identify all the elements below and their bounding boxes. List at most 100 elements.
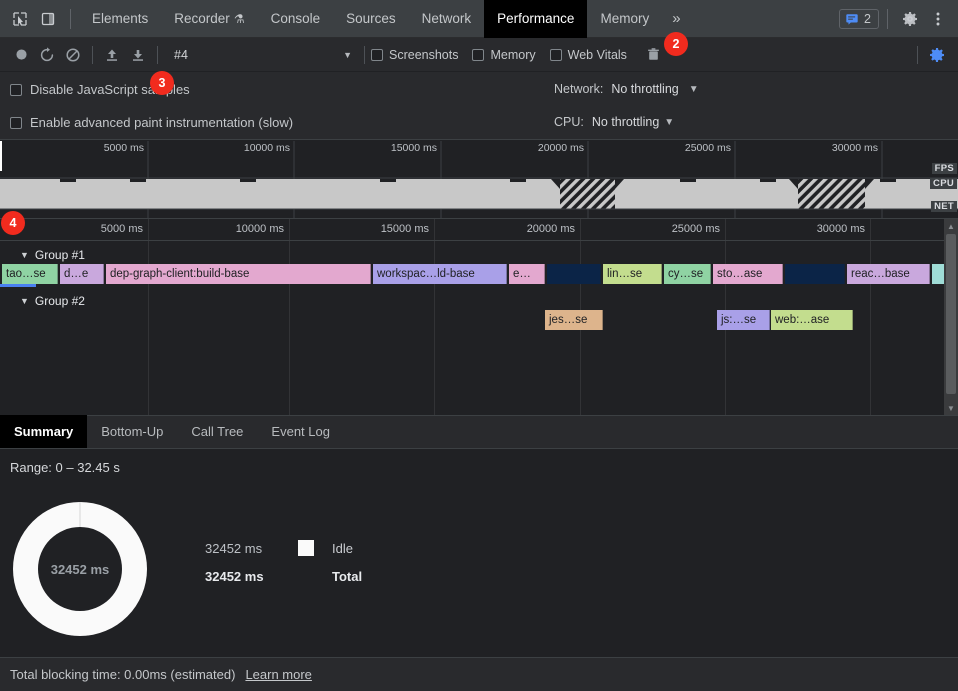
cpu-throttling-row[interactable]: CPU: No throttling ▼ [554,115,674,129]
overview-selection-handle[interactable] [0,141,2,171]
disable-js-samples-row[interactable]: Disable JavaScript samples [10,82,190,97]
tab-call-tree[interactable]: Call Tree [177,415,257,448]
issues-counter[interactable]: 2 [839,8,879,29]
flame-block[interactable]: cy…se [664,264,711,284]
tab-performance[interactable]: Performance [484,0,588,38]
network-throttling-label: Network: [554,82,604,96]
device-toolbar-icon[interactable] [34,5,62,33]
legend-total-value: 32452 ms [205,568,264,584]
flame-block[interactable]: js:…se [717,310,770,330]
flame-group-header[interactable]: ▼ Group #1 [0,245,85,264]
flame-block[interactable] [785,264,845,284]
capture-settings-panel: Disable JavaScript samples Enable advanc… [0,72,958,140]
flame-block[interactable]: dep-graph-client:build-base [106,264,371,284]
network-chevron-down-icon[interactable]: ▼ [688,83,699,95]
checkbox-screenshots[interactable]: Screenshots [371,48,458,62]
legend-row-idle: 32452 ms Idle [205,534,362,562]
web-vitals-checkbox[interactable] [549,48,562,61]
network-throttling-row[interactable]: Network: No throttling ▼ [554,82,699,96]
advanced-paint-checkbox[interactable] [10,116,22,129]
profile-selector[interactable]: #4 ▼ [168,44,358,66]
flame-block[interactable]: web:…ase [771,310,853,330]
tab-console-label: Console [270,11,321,26]
learn-more-link[interactable]: Learn more [245,667,312,682]
checkbox-screenshots-label: Screenshots [389,47,459,62]
flame-chart-scrollbar[interactable]: ▲ ▼ [944,219,958,415]
total-blocking-time-label: Total blocking time: 0.00ms (estimated) [10,667,236,682]
record-button[interactable] [8,42,34,68]
timeline-overview[interactable]: 5000 ms 10000 ms 15000 ms 20000 ms 25000 ms 3… [0,141,958,219]
flame-selection-marker [0,284,36,287]
more-options-icon[interactable] [924,5,952,33]
network-throttling-value[interactable]: No throttling [611,82,679,96]
flame-block[interactable] [547,264,601,284]
flame-block[interactable]: jes…se [545,310,603,330]
cpu-chevron-down-icon[interactable]: ▼ [664,116,675,128]
tab-event-log-label: Event Log [271,424,330,439]
tab-bottom-up[interactable]: Bottom-Up [87,415,177,448]
save-profile-icon[interactable] [125,42,151,68]
flame-chart-ruler: 5000 ms 10000 ms 15000 ms 20000 ms 25000 ms 3… [0,219,944,241]
checkbox-web-vitals[interactable]: Web Vitals [549,48,627,62]
issues-count: 2 [864,11,871,26]
flame-chart-tick-label: 20000 ms [526,223,575,235]
tab-recorder[interactable]: Recorder ⚗ [161,0,257,38]
tab-summary[interactable]: Summary [0,415,88,448]
gear-icon[interactable] [896,5,924,33]
chevron-down-icon[interactable]: ▼ [20,249,29,260]
scrollbar-thumb[interactable] [946,234,956,394]
toolbar-sep-1 [92,45,93,64]
tab-network[interactable]: Network [409,0,485,38]
flame-block[interactable]: reac…base [847,264,930,284]
scroll-down-arrow-icon[interactable]: ▼ [947,404,955,413]
screenshots-checkbox[interactable] [371,48,383,61]
legend-idle-value: 32452 ms [205,540,263,556]
legend-idle-label: Idle [332,540,353,556]
tab-elements[interactable]: Elements [79,0,161,38]
cpu-throttling-value[interactable]: No throttling [591,115,660,129]
scroll-up-arrow-icon[interactable]: ▲ [947,222,955,231]
donut-center-label: 32452 ms [50,561,110,577]
flame-chart-tick-label: 25000 ms [671,223,720,235]
checkbox-memory-label: Memory [490,47,536,62]
tab-bottom-up-label: Bottom-Up [101,424,164,439]
reload-and-record-button[interactable] [34,42,60,68]
profile-selector-value: #4 [174,47,188,62]
legend-total-swatch [298,568,314,584]
disable-js-samples-label: Disable JavaScript samples [30,82,190,97]
load-profile-icon[interactable] [99,42,125,68]
flame-group-title: Group #1 [34,247,85,262]
flame-block[interactable]: lin…se [603,264,662,284]
tab-memory[interactable]: Memory [587,0,662,38]
toolbar-divider [70,8,71,29]
flame-group-header[interactable]: ▼ Group #2 [0,291,85,310]
flame-block[interactable]: e… [509,264,545,284]
inspect-element-icon[interactable] [6,5,34,33]
flame-block[interactable]: d…e [60,264,104,284]
flame-block[interactable]: workspac…ld-base [373,264,507,284]
disable-js-samples-checkbox[interactable] [10,83,22,96]
trash-icon[interactable] [641,42,667,68]
legend-row-total: 32452 ms Total [205,562,362,590]
memory-checkbox[interactable] [472,48,485,61]
flame-chart[interactable]: 5000 ms 10000 ms 15000 ms 20000 ms 25000 ms 3… [0,219,958,416]
annotation-badge-4: 4 [1,211,25,235]
overview-tick-label: 10000 ms [243,142,290,154]
tab-event-log[interactable]: Event Log [257,415,344,448]
status-bar: Total blocking time: 0.00ms (estimated) … [0,657,958,691]
tab-memory-label: Memory [600,11,650,26]
clear-button[interactable] [60,42,86,68]
toolbar-sep-2 [157,45,158,64]
flame-group-title: Group #2 [34,293,85,308]
devtools-tabstrip: Elements Recorder ⚗ Console Sources Netw… [0,0,958,38]
tab-sources[interactable]: Sources [333,0,409,38]
tab-console[interactable]: Console [258,0,334,38]
summary-pane: Range: 0 – 32.45 s 32452 ms 32452 ms Idl… [0,449,958,657]
chevron-down-icon[interactable]: ▼ [20,295,29,306]
more-tabs-icon[interactable]: » [672,10,681,27]
capture-settings-gear-icon[interactable] [924,42,950,68]
advanced-paint-row[interactable]: Enable advanced paint instrumentation (s… [10,115,293,130]
flame-block[interactable]: tao…se [2,264,58,284]
checkbox-memory[interactable]: Memory [472,47,536,62]
flame-block[interactable]: sto…ase [713,264,783,284]
